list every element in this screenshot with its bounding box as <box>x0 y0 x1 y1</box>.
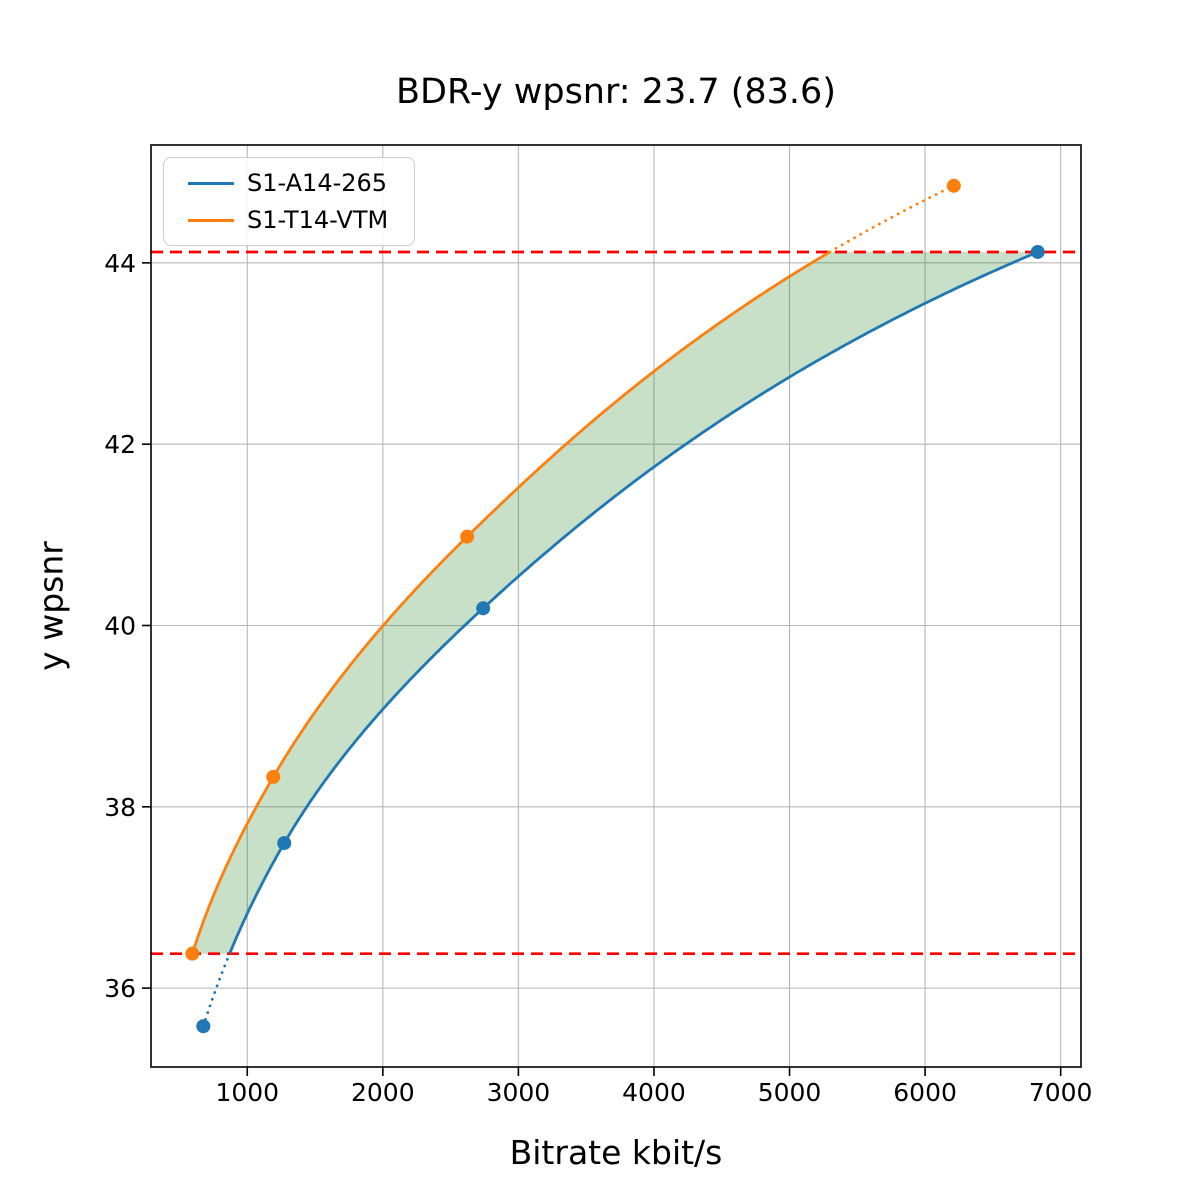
legend-item: S1-T14-VTM <box>188 206 400 234</box>
legend-line-sample <box>188 181 234 185</box>
data-point-S1-A14-265 <box>476 601 491 616</box>
data-point-S1-A14-265 <box>277 836 292 851</box>
legend-item: S1-A14-265 <box>188 169 400 197</box>
legend-label: S1-A14-265 <box>247 169 388 197</box>
x-tick-label: 1000 <box>215 1078 279 1107</box>
data-point-S1-T14-VTM <box>460 529 475 544</box>
data-point-S1-A14-265 <box>1030 244 1045 259</box>
curve-S1-T14-VTM-dotted <box>828 184 956 254</box>
legend: S1-A14-265 S1-T14-VTM <box>163 157 415 246</box>
legend-label: S1-T14-VTM <box>247 206 389 234</box>
bd-overlap-fill <box>192 252 1038 954</box>
data-point-S1-A14-265 <box>196 1019 211 1034</box>
curve-S1-A14-265-dotted <box>201 952 231 1028</box>
data-point-S1-T14-VTM <box>266 769 281 784</box>
y-tick-label: 40 <box>104 611 136 640</box>
legend-line-sample <box>188 218 234 222</box>
curve-S1-T14-VTM <box>190 250 831 955</box>
y-tick-label: 36 <box>104 974 136 1003</box>
y-tick-label: 38 <box>104 793 136 822</box>
y-tick-label: 44 <box>104 249 136 278</box>
y-axis-label: y wpsnr <box>31 541 71 671</box>
data-point-S1-T14-VTM <box>185 946 200 961</box>
plot-border <box>150 144 1082 1068</box>
x-tick-label: 6000 <box>893 1078 957 1107</box>
x-tick-label: 7000 <box>1029 1078 1093 1107</box>
curve-S1-A14-265 <box>228 250 1039 955</box>
x-axis-label: Bitrate kbit/s <box>509 1133 723 1172</box>
x-tick-label: 2000 <box>351 1078 415 1107</box>
x-tick-label: 3000 <box>487 1078 551 1107</box>
x-tick-label: 4000 <box>622 1078 686 1107</box>
y-tick-label: 42 <box>104 430 136 459</box>
chart-title: BDR-y wpsnr: 23.7 (83.6) <box>396 72 836 112</box>
data-point-S1-T14-VTM <box>946 178 961 193</box>
x-tick-label: 5000 <box>758 1078 822 1107</box>
